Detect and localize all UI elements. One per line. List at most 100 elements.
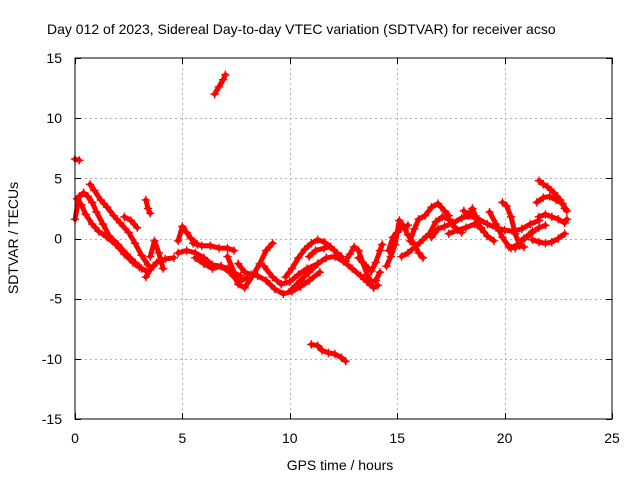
data-point [350,242,359,252]
y-tick-label: -10 [42,351,62,367]
data-point [472,215,481,224]
series-pass-32 [506,221,550,253]
series-pass-22 [354,240,387,276]
data-point [210,89,219,99]
data-point [562,215,572,224]
data-point [558,199,567,208]
data-point [517,224,526,234]
data-point [539,193,548,202]
data-point [304,276,314,285]
series-pass-19 [304,242,335,261]
series-pass-06 [141,195,155,218]
data-point [345,249,355,259]
data-point [109,211,118,220]
data-point [373,281,383,290]
series-pass-26 [405,199,453,246]
data-point [287,264,297,273]
series-pass-29 [459,204,486,234]
data-point [304,267,314,277]
data-point [375,267,385,277]
data-point [94,227,103,236]
x-tick-label: 15 [389,430,405,446]
data-point [511,229,520,238]
x-tick-label: 10 [282,430,298,446]
series-pass-35 [532,192,572,216]
data-point [397,223,406,232]
data-point [354,246,363,255]
data-point [143,204,153,213]
data-point [279,289,288,299]
data-point [491,219,501,229]
data-point [534,223,544,232]
data-point [414,248,423,258]
data-point [103,233,112,242]
data-point [431,217,441,226]
data-point [403,248,413,258]
data-point [457,213,466,223]
data-point [541,221,550,230]
y-tick-label: 15 [46,50,62,66]
data-point [322,253,331,262]
data-point [313,235,322,244]
data-point [341,257,350,266]
data-point [463,211,473,220]
series-pass-33 [528,229,569,248]
data-point [367,277,376,287]
series-pass-05 [120,212,142,232]
data-point [330,252,340,261]
data-point [547,237,557,247]
y-tick-labels: -15 -10 -5 0 5 10 15 [42,50,62,427]
data-point [534,237,544,247]
data-point [87,219,97,229]
series-pass-36 [534,210,572,228]
data-point [403,221,413,230]
data-point [418,253,428,262]
data-point [83,192,93,201]
y-axis-title: SDTVAR / TECUs [5,182,21,294]
x-tick-label: 5 [179,430,187,446]
data-point [362,270,372,279]
data-point [427,203,436,212]
data-point [261,246,271,255]
data-point [554,234,563,243]
data-point [150,236,159,246]
data-point [208,264,217,273]
data-point [307,340,316,349]
series-pass-18 [287,252,383,294]
x-tick-label: 25 [604,430,620,446]
data-point [98,219,108,229]
data-point [124,228,133,237]
data-point [90,186,99,195]
data-point [519,242,529,252]
data-point [128,258,138,267]
data-point [384,246,393,255]
data-point [433,224,443,234]
data-point [371,258,380,267]
data-point [311,246,320,255]
data-point [498,233,507,242]
x-tick-label: 0 [71,430,79,446]
data-point [433,199,443,208]
series-line [87,181,151,268]
data-point [326,242,335,252]
data-point [259,261,269,271]
data-point [534,176,544,185]
data-point [234,280,243,289]
y-tick-label: 0 [54,231,62,247]
data-point [158,264,168,273]
series-layer [70,70,572,366]
data-point [178,222,187,231]
data-point [519,234,529,243]
plot-frame [74,57,613,420]
data-point [85,180,95,189]
data-point [382,261,391,271]
x-tick-labels: 0 5 10 15 20 25 [71,430,620,446]
data-point [347,264,357,273]
data-point [386,252,395,261]
data-point [173,236,183,246]
data-point [393,228,402,237]
data-point [459,206,468,216]
data-point [103,203,112,212]
data-point [560,229,569,238]
data-point [356,271,365,281]
